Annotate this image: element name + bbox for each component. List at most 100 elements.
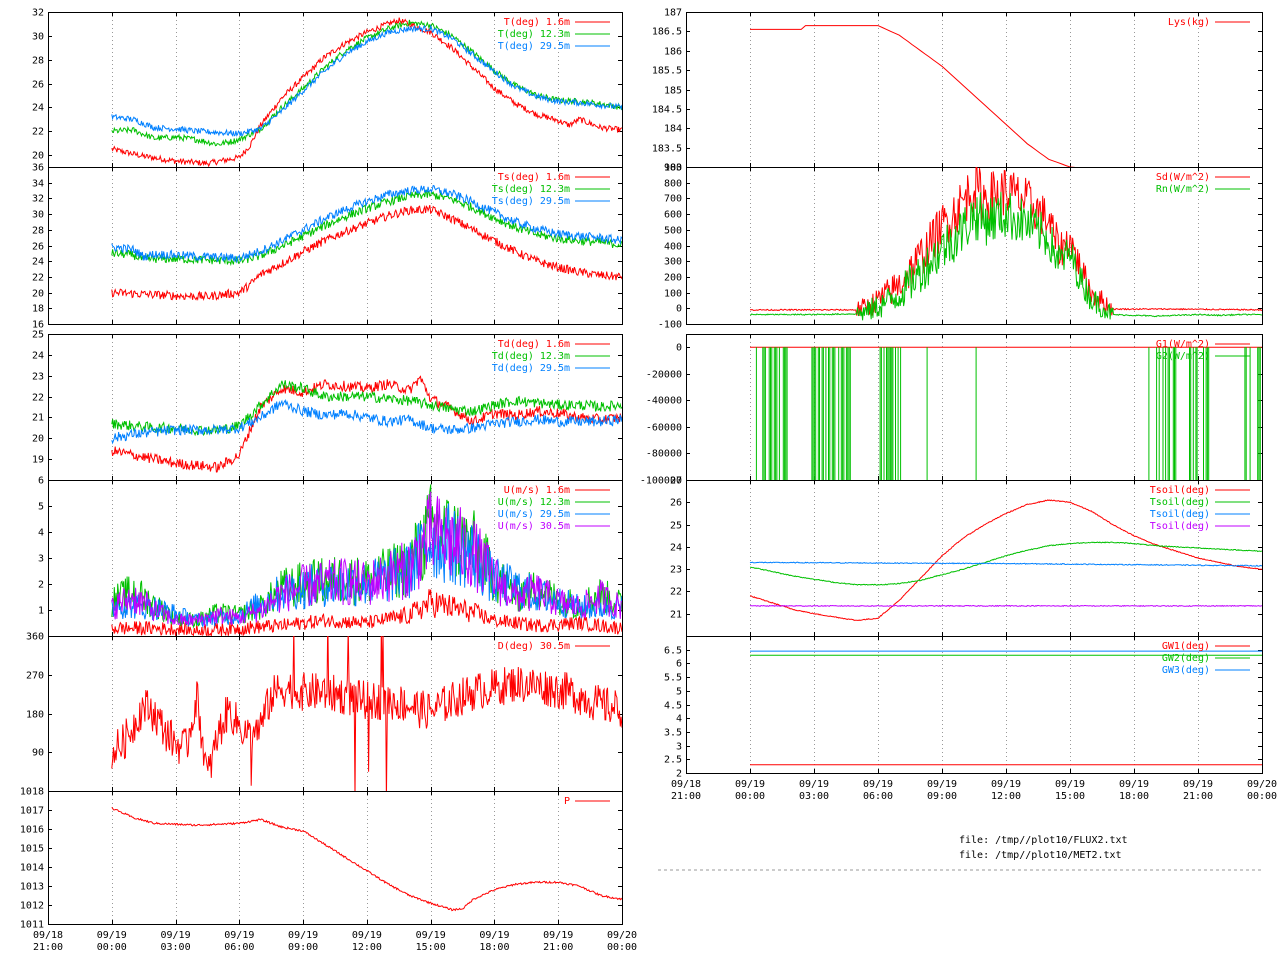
y-tick-label: 21 xyxy=(670,610,682,621)
y-tick-label: 24 xyxy=(32,103,44,114)
legend-label: Td(deg) 1.6m xyxy=(498,339,570,350)
legend-label: GW1(deg) xyxy=(1162,641,1210,652)
series-line xyxy=(111,19,622,147)
series-group xyxy=(749,167,1262,321)
legend-label: Tsoil(deg) xyxy=(1150,485,1210,496)
y-tick-label: 25 xyxy=(32,330,44,341)
x-tick-label: 03:00 xyxy=(161,942,191,953)
y-tick-label: 200 xyxy=(664,273,682,284)
legend-label: G2(W/m^2) xyxy=(1156,351,1210,362)
y-tick-label: 1011 xyxy=(20,920,44,931)
x-tick-label: 15:00 xyxy=(1055,791,1085,802)
y-tick-label: 90 xyxy=(32,748,44,759)
y-tick-label: 180 xyxy=(26,710,44,721)
y-tick-label: 187 xyxy=(664,8,682,19)
x-tick-label: 09/19 xyxy=(161,930,191,941)
legend-label: Ts(deg) 12.3m xyxy=(492,184,570,195)
y-tick-label: 23 xyxy=(670,565,682,576)
y-tick-label: 6 xyxy=(38,476,44,487)
plot-frame xyxy=(686,636,1263,774)
y-tick-label: 184.5 xyxy=(652,105,682,116)
x-tick-label: 09/19 xyxy=(479,930,509,941)
x-tick-label: 09/19 xyxy=(1183,779,1213,790)
panel-p: 10111012101310141015101610171018P09/1821… xyxy=(20,787,637,954)
series-line xyxy=(749,541,1262,586)
x-tick-label: 09/18 xyxy=(33,930,63,941)
y-tick-label: -100000 xyxy=(640,476,682,487)
series-group xyxy=(111,17,622,167)
y-tick-label: -80000 xyxy=(646,449,682,460)
legend-label: Rn(W/m^2) xyxy=(1156,184,1210,195)
legend-label: Tsoil(deg) xyxy=(1150,497,1210,508)
series-line xyxy=(749,167,1262,317)
x-tick-label: 09/19 xyxy=(352,930,382,941)
series-group xyxy=(111,806,622,912)
x-tick-label: 09/19 xyxy=(863,779,893,790)
legend-label: U(m/s) 30.5m xyxy=(498,521,570,532)
y-tick-label: 5 xyxy=(676,687,682,698)
x-tick-label: 18:00 xyxy=(1119,791,1149,802)
y-tick-label: 26 xyxy=(670,498,682,509)
y-tick-label: -20000 xyxy=(646,370,682,381)
y-tick-label: 500 xyxy=(664,226,682,237)
legend-label: T(deg) 29.5m xyxy=(498,41,570,52)
y-tick-label: 6 xyxy=(676,659,682,670)
x-tick-label: 09:00 xyxy=(288,942,318,953)
x-tick-label: 09/19 xyxy=(799,779,829,790)
y-tick-label: 270 xyxy=(26,671,44,682)
y-tick-label: 24 xyxy=(32,257,44,268)
legend-label: U(m/s) 1.6m xyxy=(504,485,570,496)
file-label-met: file: /tmp//plot10/MET2.txt xyxy=(959,850,1122,861)
series-line xyxy=(111,184,622,264)
y-tick-label: 0 xyxy=(676,304,682,315)
series-group xyxy=(111,484,622,636)
y-tick-label: 36 xyxy=(32,163,44,174)
x-tick-label: 09/19 xyxy=(543,930,573,941)
x-tick-label: 09/19 xyxy=(97,930,127,941)
x-tick-label: 21:00 xyxy=(1183,791,1213,802)
y-tick-label: 26 xyxy=(32,80,44,91)
y-tick-label: 600 xyxy=(664,210,682,221)
y-tick-label: 186 xyxy=(664,47,682,58)
legend-label: Ts(deg) 1.6m xyxy=(498,172,570,183)
series-line xyxy=(111,806,622,912)
y-tick-label: 26 xyxy=(32,242,44,253)
series-line xyxy=(749,191,1262,321)
y-tick-label: 183 xyxy=(664,163,682,174)
legend-label: T(deg) 12.3m xyxy=(498,29,570,40)
y-tick-label: -40000 xyxy=(646,396,682,407)
series-group xyxy=(111,184,622,302)
y-tick-label: 186.5 xyxy=(652,27,682,38)
legend-label: G1(W/m^2) xyxy=(1156,339,1210,350)
x-tick-label: 00:00 xyxy=(97,942,127,953)
y-tick-label: 184 xyxy=(664,124,682,135)
legend-label: Td(deg) 12.3m xyxy=(492,351,570,362)
series-line xyxy=(111,375,622,473)
legend-label: Ts(deg) 29.5m xyxy=(492,196,570,207)
x-tick-label: 09/19 xyxy=(416,930,446,941)
x-tick-label: 21:00 xyxy=(33,942,63,953)
y-tick-label: 19 xyxy=(32,455,44,466)
y-tick-label: 3 xyxy=(676,742,682,753)
x-tick-label: 00:00 xyxy=(1247,791,1277,802)
y-tick-label: 34 xyxy=(32,179,44,190)
legend-label: T(deg) 1.6m xyxy=(504,17,570,28)
legend-label: Sd(W/m^2) xyxy=(1156,172,1210,183)
y-tick-label: 6.5 xyxy=(664,646,682,657)
y-tick-label: 185.5 xyxy=(652,66,682,77)
y-tick-label: 18 xyxy=(32,304,44,315)
x-tick-label: 09/19 xyxy=(991,779,1021,790)
panel-g: -100000 -80000 -60000 -40000 -20000 0 G1(W/m^2… xyxy=(640,334,1263,487)
y-tick-label: 32 xyxy=(32,8,44,19)
x-tick-label: 09/19 xyxy=(1055,779,1085,790)
panel-t: 20 22 24 26 28 30 32 T(deg) 1.6mT(deg) 12.3mT(d… xyxy=(32,8,623,168)
series-group xyxy=(749,499,1262,622)
x-tick-label: 09/19 xyxy=(1119,779,1149,790)
y-tick-label: 2 xyxy=(676,769,682,780)
y-tick-label: 30 xyxy=(32,210,44,221)
y-tick-label: 1016 xyxy=(20,825,44,836)
y-tick-label: -60000 xyxy=(646,423,682,434)
series-line xyxy=(749,499,1262,622)
y-tick-label: 4.5 xyxy=(664,701,682,712)
series-line xyxy=(111,503,622,629)
